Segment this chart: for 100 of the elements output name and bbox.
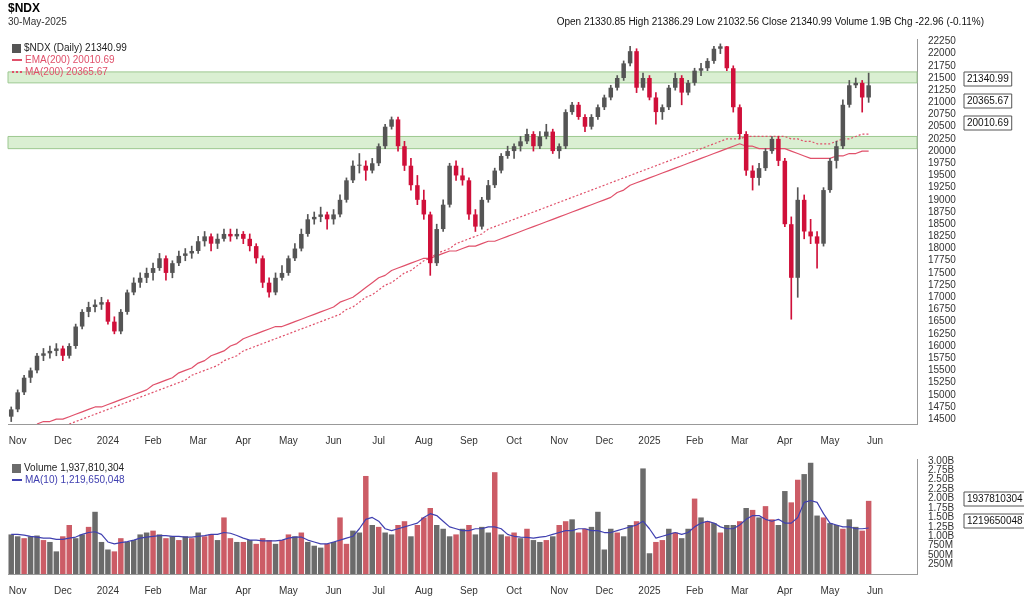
x-tick-label: Feb <box>685 584 704 596</box>
bar <box>408 536 414 574</box>
bar <box>498 534 504 574</box>
y-tick-label: 19000 <box>928 193 957 205</box>
x-tick-label: Nov <box>8 584 27 596</box>
y-tick-label: 21000 <box>928 96 957 108</box>
x-tick-label: Mar <box>189 584 208 596</box>
bar <box>550 536 556 574</box>
y-tick-label: 2.25B <box>928 482 955 494</box>
bar <box>156 534 163 574</box>
y-tick-label: 3.00B <box>928 454 955 466</box>
y-tick-label: 750M <box>928 539 954 551</box>
legend-label: EMA(200) 20010.69 <box>25 54 115 66</box>
bar <box>453 534 459 574</box>
x-tick-label: May <box>278 434 298 446</box>
x-tick-label: Apr <box>777 434 794 446</box>
bar <box>369 524 375 574</box>
text: Open 21330.85 High 21386.29 Low 21032.56 Close 21340.99 Volume 1.9B Chg -22.96 (-0.11%) <box>556 16 984 27</box>
y-tick-label: 19500 <box>928 169 957 181</box>
x-tick-label: May <box>820 434 840 446</box>
bar <box>272 543 279 574</box>
bar <box>614 532 620 574</box>
x-tick-label: Dec <box>53 434 72 446</box>
y-tick-label: 17000 <box>928 291 957 303</box>
x-tick-label: Mar <box>731 584 749 596</box>
y-tick-label: 20750 <box>928 108 957 120</box>
bar <box>363 475 369 574</box>
x-tick-label: Dec <box>53 584 72 596</box>
text: 21340.99 <box>967 73 1010 85</box>
x-tick-label: Jun <box>325 434 342 446</box>
x-tick-label: Nov <box>550 584 569 596</box>
bar <box>375 526 382 574</box>
bar <box>698 517 704 574</box>
x-tick-label: Apr <box>235 584 252 596</box>
text: 20010.69 <box>967 117 1010 129</box>
y-tick-label: 17750 <box>928 254 957 266</box>
x-tick-label: Apr <box>777 584 794 596</box>
bar <box>292 536 298 574</box>
bar <box>524 528 530 574</box>
x-tick-label: Aug <box>414 434 433 446</box>
x-tick-label: 2025 <box>638 434 662 446</box>
bar <box>840 528 846 574</box>
y-tick-label: 22250 <box>928 35 957 47</box>
x-tick-label: Oct <box>506 434 523 446</box>
y-tick-label: 16750 <box>928 303 957 315</box>
bar <box>666 528 672 574</box>
x-tick-label: Apr <box>235 434 252 446</box>
text: 1219650048 <box>967 515 1024 527</box>
y-tick-label: 16000 <box>928 339 957 351</box>
y-tick-label: 19750 <box>928 157 957 169</box>
legend-label: $NDX (Daily) 21340.99 <box>24 42 127 54</box>
x-tick-label: Dec <box>595 584 614 596</box>
x-tick-label: Jun <box>325 584 342 596</box>
y-tick-label: 1.75B <box>928 501 955 513</box>
x-tick-label: Feb <box>685 434 704 446</box>
y-tick-label: 1.25B <box>928 520 955 532</box>
bar <box>517 538 524 574</box>
bar <box>543 540 550 574</box>
legend-label: MA(200) 20365.67 <box>25 66 108 78</box>
y-tick-label: 1.00B <box>928 530 955 542</box>
x-tick-label: Jul <box>372 434 386 446</box>
y-tick-label: 14750 <box>928 400 957 412</box>
y-tick-label: 18500 <box>928 217 957 229</box>
bar <box>214 540 221 574</box>
text: 1937810304 <box>967 493 1024 505</box>
y-tick-label: 2.50B <box>928 473 955 485</box>
x-tick-label: Oct <box>506 584 523 596</box>
y-tick-label: 17250 <box>928 278 957 290</box>
y-tick-label: 18250 <box>928 230 957 242</box>
x-tick-label: 2025 <box>638 584 662 596</box>
y-tick-label: 17500 <box>928 266 957 278</box>
y-tick-label: 19250 <box>928 181 957 193</box>
bar <box>247 540 253 574</box>
x-tick-label: Sep <box>460 434 479 446</box>
x-tick-label: May <box>820 584 840 596</box>
y-tick-label: 15250 <box>928 376 957 388</box>
bar <box>240 541 247 574</box>
bar <box>150 530 156 574</box>
bar <box>717 532 724 574</box>
bar <box>163 538 169 574</box>
y-tick-label: 21750 <box>928 59 957 71</box>
x-tick-label: Feb <box>144 584 163 596</box>
x-tick-label: Aug <box>414 584 433 596</box>
bar <box>756 517 762 574</box>
bar <box>324 543 330 574</box>
text: 20365.67 <box>967 95 1010 107</box>
bar <box>21 538 27 574</box>
y-tick-label: 15000 <box>928 388 957 400</box>
x-tick-label: 2024 <box>96 434 120 446</box>
x-tick-label: Jun <box>867 434 884 446</box>
x-tick-label: 2024 <box>96 584 120 596</box>
y-tick-label: 18750 <box>928 205 957 217</box>
y-tick-label: 16500 <box>928 315 957 327</box>
bar <box>466 524 472 574</box>
y-tick-label: 15500 <box>928 364 957 376</box>
x-tick-label: Mar <box>731 434 749 446</box>
y-tick-label: 1.50B <box>928 511 955 523</box>
y-tick-label: 2.75B <box>928 464 955 476</box>
y-tick-label: 250M <box>928 558 954 570</box>
x-tick-label: Jul <box>372 584 386 596</box>
